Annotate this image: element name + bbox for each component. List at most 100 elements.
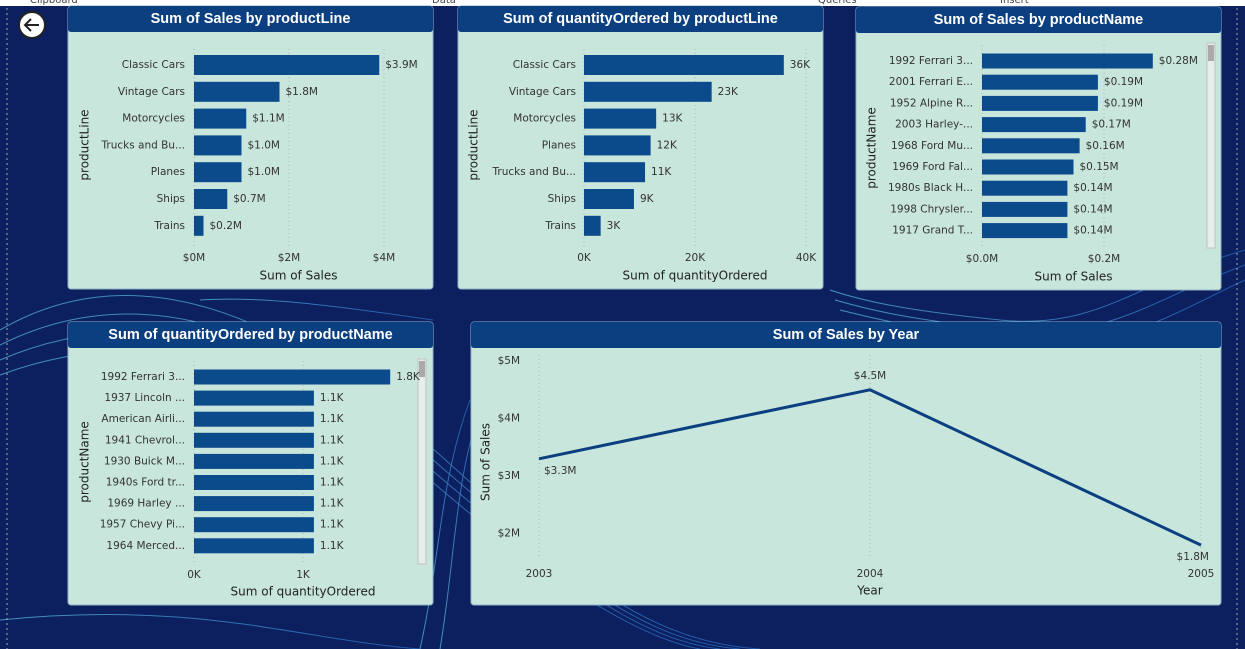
bar [982, 117, 1086, 133]
scrollbar [1206, 42, 1216, 249]
bar [982, 159, 1074, 175]
data-label: 1.1K [320, 434, 345, 446]
bar [584, 55, 784, 75]
scroll-thumb [419, 361, 425, 377]
visual-title: Sum of quantityOrdered by productName [108, 327, 392, 343]
x-tick-label: 20K [685, 252, 706, 264]
data-label: $0.15M [1080, 161, 1119, 173]
y-tick-label: 1937 Lincoln ... [104, 392, 185, 404]
data-label: $3.3M [544, 465, 576, 477]
y-tick-label: 1992 Ferrari 3... [101, 371, 185, 383]
data-label: $0.19M [1104, 97, 1143, 109]
back-button[interactable] [18, 11, 46, 39]
bar [194, 496, 314, 512]
bar [982, 180, 1068, 196]
ribbon-label: Data [432, 0, 456, 6]
y-tick-label: Trains [544, 220, 576, 232]
bar [194, 55, 380, 75]
bar [584, 215, 601, 236]
data-label: 11K [651, 166, 672, 178]
y-tick-label: Vintage Cars [118, 86, 185, 98]
bar [194, 162, 242, 183]
x-tick-label: 1K [296, 569, 311, 581]
y-tick-label: Ships [157, 193, 185, 205]
x-axis-title: Sum of Sales [1034, 270, 1112, 284]
bar [982, 223, 1068, 239]
data-label: $0.28M [1159, 55, 1198, 67]
y-axis-title: productLine [467, 109, 481, 180]
x-tick-label: $0.2M [1088, 253, 1120, 265]
y-tick-label: 1964 Merced... [106, 540, 185, 552]
data-label: 1.1K [320, 477, 345, 489]
x-tick-label: 0K [577, 252, 592, 264]
y-tick-label: Trains [153, 220, 185, 232]
bar [194, 390, 314, 406]
data-label: 13K [662, 113, 683, 125]
y-tick-label: Classic Cars [122, 59, 185, 71]
bar [982, 95, 1098, 111]
data-label: $3.9M [385, 59, 417, 71]
data-label: 36K [790, 59, 811, 71]
x-tick-label: $0M [183, 252, 205, 264]
y-tick-label: 2003 Harley-... [895, 119, 973, 131]
bar [194, 538, 314, 554]
data-label: 1.1K [320, 455, 345, 467]
y-tick-label: 1957 Chevy Pi... [100, 519, 185, 531]
y-axis-title: productLine [78, 109, 92, 180]
bar [194, 517, 314, 533]
bar [982, 138, 1080, 154]
bar [982, 53, 1153, 69]
x-tick-label: $2M [278, 252, 300, 264]
y-tick-label: 1941 Chevrol... [105, 434, 185, 446]
y-tick-label: 1992 Ferrari 3... [889, 55, 973, 67]
y-tick-label: 1980s Black H... [888, 182, 973, 194]
y-tick-label: Ships [548, 193, 576, 205]
data-label: 23K [718, 86, 739, 98]
y-tick-label: 1998 Chrysler... [890, 203, 973, 215]
data-label: $1.0M [248, 139, 280, 151]
y-tick-label: 1917 Grand T... [892, 225, 973, 237]
bar [194, 135, 242, 156]
data-label: $0.14M [1073, 182, 1112, 194]
data-label: $0.14M [1073, 203, 1112, 215]
data-label: 1.1K [320, 392, 345, 404]
y-tick-label: 1968 Ford Mu... [891, 140, 973, 152]
y-axis-title: Sum of Sales [479, 423, 493, 501]
y-axis-title: productName [865, 107, 879, 189]
x-tick-label: $0.0M [966, 253, 998, 265]
bar [194, 432, 314, 448]
data-label: $0.16M [1086, 140, 1125, 152]
y-tick-label: 1969 Harley ... [107, 498, 185, 510]
x-tick-label: 0K [187, 569, 202, 581]
visual-title: Sum of Sales by Year [773, 327, 920, 343]
y-tick-label: Trucks and Bu... [101, 139, 185, 151]
visual-header [471, 322, 1221, 348]
y-tick-label: 1969 Ford Fal... [892, 161, 973, 173]
x-tick-label: 40K [796, 252, 817, 264]
bar [584, 81, 712, 102]
scrollbar [417, 358, 427, 565]
bar [194, 189, 228, 209]
data-label: $1.8M [1177, 551, 1209, 563]
scroll-thumb [1208, 45, 1214, 61]
data-label: $1.8M [286, 86, 318, 98]
y-axis-title: productName [78, 421, 92, 503]
bar [982, 74, 1098, 90]
y-tick-label: Vintage Cars [509, 86, 576, 98]
data-label: $0.2M [210, 220, 242, 232]
x-tick-label: 2004 [857, 568, 884, 580]
visual-title: Sum of Sales by productLine [151, 11, 351, 27]
y-tick-label: $3M [498, 470, 520, 482]
data-label: $0.19M [1104, 76, 1143, 88]
data-label: 3K [607, 220, 622, 232]
y-tick-label: 1930 Buick M... [104, 455, 185, 467]
data-label: $0.14M [1073, 225, 1112, 237]
visual-title: Sum of Sales by productName [934, 12, 1144, 28]
bar [584, 135, 651, 156]
line [538, 388, 1202, 547]
data-label: $1.0M [248, 166, 280, 178]
bar [194, 215, 204, 236]
y-tick-label: Motorcycles [513, 113, 576, 125]
y-tick-label: $2M [498, 528, 520, 540]
